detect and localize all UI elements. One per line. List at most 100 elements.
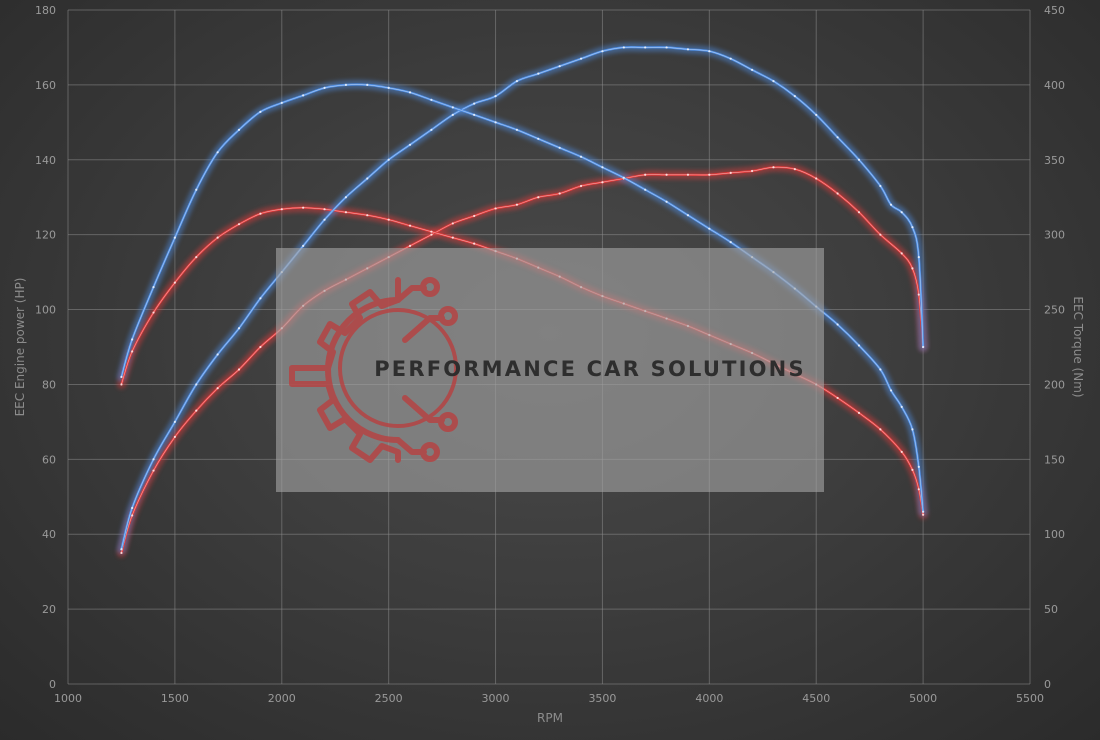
series-3-point [280,101,283,104]
series-1-point [879,428,882,431]
series-0-point [879,233,882,236]
series-2-point [323,218,326,221]
series-2-point [558,65,561,68]
series-2-point [911,226,914,229]
y-axis-title-left: EEC Engine power (HP) [13,278,27,417]
series-3-point [216,151,219,154]
series-3-point [857,344,861,347]
series-3-point [579,155,583,158]
series-0-point [601,181,604,184]
series-1-point [473,242,476,245]
series-2-point [889,203,893,206]
series-2-point [686,48,690,51]
series-3-point [152,285,155,289]
series-0-point [644,173,647,176]
series-3-point [131,338,134,341]
series-0-point [793,168,796,171]
y-tick-label-right: 50 [1044,603,1058,616]
series-3-point [494,121,497,124]
y-tick-label-left: 100 [35,304,56,317]
series-1-point [195,256,198,259]
series-3-point [836,323,839,326]
series-2-point [451,113,454,116]
series-3-point [173,236,176,239]
series-0-point [857,211,861,214]
series-2-point [408,143,412,146]
x-tick-label: 5500 [1016,692,1044,705]
series-0-point [836,192,839,195]
x-tick-label: 1000 [54,692,82,705]
series-3-point [302,94,305,97]
series-2-point [302,244,305,247]
series-0-point [473,214,476,218]
series-0-point [911,267,914,270]
series-3-point [195,188,198,191]
series-2-point [537,72,540,75]
series-0-point [494,207,497,210]
series-0-point [173,435,176,438]
series-0-point [451,222,454,225]
series-1-point [451,236,454,239]
series-2-point [131,506,134,510]
y-tick-label-right: 300 [1044,229,1065,242]
series-3-point [879,368,882,371]
series-2-point [815,113,818,116]
series-0-point [686,173,690,176]
series-1-point [173,281,176,284]
series-2-point [922,345,925,349]
series-0-point [237,368,241,371]
series-1-point [922,513,925,516]
watermark: PERFORMANCE CAR SOLUTIONS [276,248,824,492]
series-0-point [708,173,711,176]
series-2-point [622,46,625,49]
series-3-point [515,128,519,131]
series-1-point [259,212,262,215]
series-2-point [900,211,903,214]
series-3-highlight [121,84,924,513]
gear-circuit-logo [289,277,458,463]
series-3-point [366,83,369,86]
series-3-point [729,241,732,244]
series-2-point [216,353,219,356]
series-0-point [216,387,219,390]
series-2-point [601,50,604,53]
x-tick-label: 2500 [375,692,403,705]
series-0-point [729,171,732,174]
y-tick-label-right: 250 [1044,304,1065,317]
x-tick-label: 1500 [161,692,189,705]
series-0-point [259,345,262,349]
series-2-point [366,177,369,180]
brand-text: PERFORMANCE CAR SOLUTIONS [374,357,806,381]
series-3-point [644,188,647,191]
y-tick-label-left: 140 [35,154,56,167]
series-2-point [259,297,262,300]
series-1-point [857,411,861,415]
series-2-point [729,57,732,60]
series-0-point [152,469,155,472]
y-tick-label-left: 120 [35,229,56,242]
series-2-point [879,184,882,188]
series-3-point [558,146,561,149]
series-3-point [601,166,604,169]
series-0-point [900,252,903,255]
series-1-point [430,230,433,233]
series-2-point [917,256,920,259]
series-1-point [237,223,241,226]
y-tick-label-left: 0 [49,678,56,691]
series-2-point [344,196,348,199]
series-2-point [793,95,796,98]
series-2-point [515,80,519,83]
series-2-point [836,136,839,139]
series-2-point [237,327,241,330]
series-1-point [911,468,914,471]
y-tick-label-left: 20 [42,603,56,616]
series-1-point [344,211,348,214]
series-3-point [911,428,914,431]
series-3-point [622,176,625,179]
series-1-point [408,224,412,227]
series-3-point [408,91,412,94]
y-tick-label-left: 60 [42,453,56,466]
series-0-point [408,244,412,247]
series-3-point [900,405,903,409]
